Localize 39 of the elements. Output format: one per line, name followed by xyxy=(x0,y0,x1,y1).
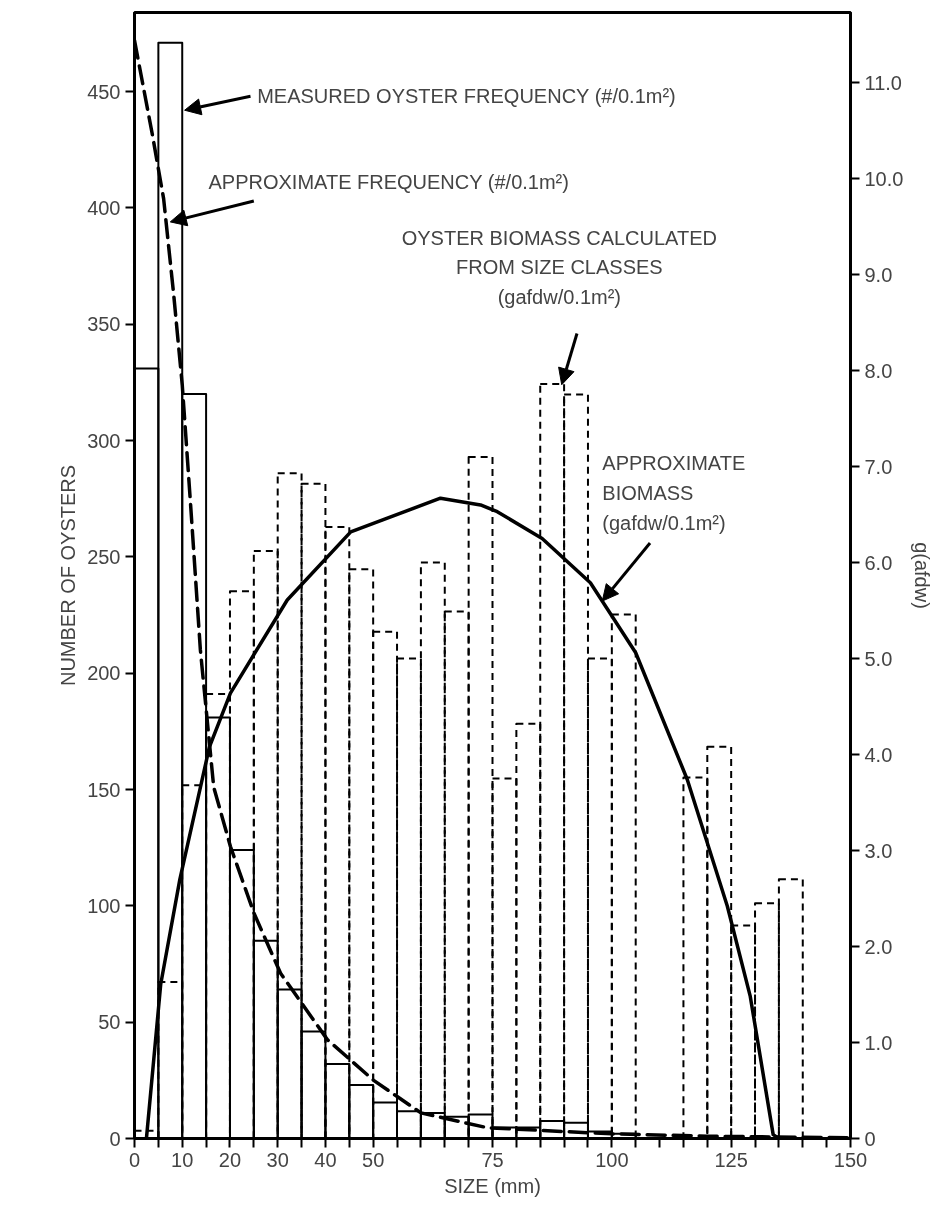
x-axis-title: SIZE (mm) xyxy=(444,1174,541,1197)
x-tick-label: 100 xyxy=(595,1148,629,1171)
x-tick-label: 50 xyxy=(362,1148,385,1171)
x-tick-label: 40 xyxy=(314,1148,337,1171)
y2-tick-label: 6.0 xyxy=(864,551,893,574)
y2-tick-label: 9.0 xyxy=(864,263,893,286)
y2-tick-label: 10.0 xyxy=(864,167,904,190)
y-axis-title: NUMBER OF OYSTERS xyxy=(57,464,80,687)
x-tick-label: 10 xyxy=(171,1148,194,1171)
annotation: MEASURED OYSTER FREQUENCY (#/0.1m²) xyxy=(257,85,676,108)
y-tick-label: 350 xyxy=(87,313,121,336)
x-tick-label: 0 xyxy=(128,1148,141,1171)
y2-tick-label: 2.0 xyxy=(864,935,893,958)
y2-tick-label: 0 xyxy=(864,1127,876,1150)
x-tick-label: 150 xyxy=(833,1148,868,1171)
y2-tick-label: 11.0 xyxy=(864,71,902,94)
y-tick-label: 300 xyxy=(87,429,121,452)
y2-tick-label: 5.0 xyxy=(864,647,893,670)
x-tick-label: 30 xyxy=(266,1148,289,1171)
annotation: OYSTER BIOMASS CALCULATED FROM SIZE CLASSES (gafdw/0.1m²) xyxy=(401,226,717,308)
y2-tick-label: 3.0 xyxy=(864,839,893,862)
annotation: APPROXIMATE BIOMASS (gafdw/0.1m²) xyxy=(602,452,746,534)
y-tick-label: 400 xyxy=(87,196,121,219)
y-tick-label: 150 xyxy=(87,778,121,801)
y2-tick-label: 7.0 xyxy=(864,455,893,478)
y2-axis-title: g(afdw) xyxy=(911,542,934,609)
y-tick-label: 200 xyxy=(87,662,121,685)
y-tick-label: 100 xyxy=(87,894,121,917)
y2-tick-label: 8.0 xyxy=(864,359,893,382)
x-tick-label: 75 xyxy=(481,1148,504,1171)
y-tick-label: 450 xyxy=(87,80,121,103)
y-tick-label: 50 xyxy=(98,1011,121,1034)
y-tick-label: 250 xyxy=(87,545,121,568)
x-tick-label: 20 xyxy=(218,1148,242,1171)
y2-tick-label: 1.0 xyxy=(864,1031,893,1054)
annotation: APPROXIMATE FREQUENCY (#/0.1m²) xyxy=(208,171,569,194)
y2-tick-label: 4.0 xyxy=(864,743,893,766)
x-tick-label: 125 xyxy=(714,1148,748,1171)
y-tick-label: 0 xyxy=(109,1127,121,1150)
